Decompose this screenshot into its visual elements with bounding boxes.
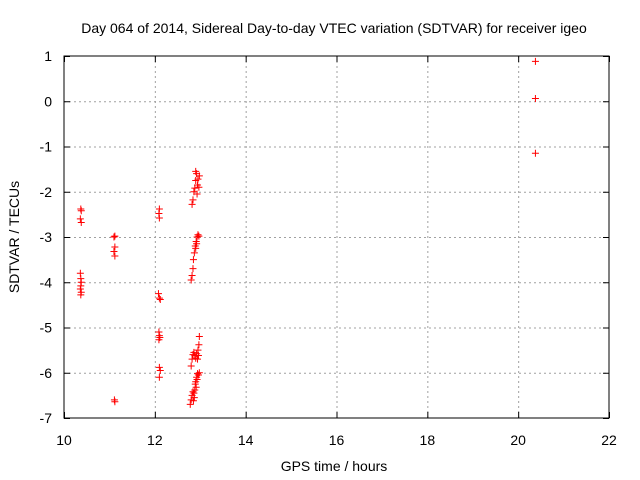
x-tick-label: 20 bbox=[510, 432, 526, 448]
y-tick-label: -6 bbox=[40, 365, 53, 381]
data-point bbox=[195, 369, 203, 377]
data-point bbox=[76, 215, 84, 223]
data-point bbox=[111, 398, 119, 406]
data-point bbox=[77, 291, 85, 299]
data-point bbox=[155, 336, 163, 344]
data-point bbox=[194, 231, 202, 239]
data-point bbox=[187, 362, 195, 370]
y-tick-label: -7 bbox=[40, 410, 53, 426]
data-point bbox=[193, 376, 201, 384]
x-axis-title: GPS time / hours bbox=[281, 458, 388, 474]
x-tick-label: 12 bbox=[147, 432, 163, 448]
x-tick-label: 18 bbox=[420, 432, 436, 448]
data-point bbox=[186, 400, 194, 408]
data-points bbox=[76, 57, 539, 408]
data-point bbox=[189, 397, 197, 405]
y-tick-label: -5 bbox=[40, 320, 53, 336]
data-point bbox=[189, 388, 197, 396]
y-tick-label: -2 bbox=[40, 184, 53, 200]
data-point bbox=[189, 265, 197, 273]
y-tick-label: 1 bbox=[44, 48, 52, 64]
data-point bbox=[189, 256, 197, 264]
y-axis-title: SDTVAR / TECUs bbox=[6, 181, 22, 293]
data-point bbox=[193, 190, 201, 198]
x-tick-label: 10 bbox=[56, 432, 72, 448]
y-tick-labels: 1 0 -1 -2 -3 -4 -5 -6 -7 bbox=[40, 48, 53, 426]
data-point bbox=[77, 207, 85, 215]
x-tick-labels: 10 12 14 16 18 20 22 bbox=[56, 432, 617, 448]
data-point bbox=[194, 355, 202, 363]
data-point bbox=[190, 249, 198, 257]
y-tick-label: -3 bbox=[40, 229, 53, 245]
data-point bbox=[156, 295, 164, 303]
data-point bbox=[111, 243, 119, 251]
grid bbox=[64, 56, 609, 418]
data-point bbox=[194, 370, 202, 378]
data-point bbox=[192, 167, 200, 175]
data-point bbox=[155, 214, 163, 222]
x-tick-label: 22 bbox=[601, 432, 617, 448]
data-point bbox=[195, 232, 203, 240]
data-point bbox=[193, 350, 201, 358]
data-point bbox=[189, 196, 197, 204]
data-point bbox=[111, 252, 119, 260]
x-tick-label: 16 bbox=[329, 432, 345, 448]
y-tick-label: 0 bbox=[44, 93, 52, 109]
data-point bbox=[110, 247, 118, 255]
y-tick-label: -4 bbox=[40, 274, 53, 290]
data-point bbox=[531, 57, 539, 65]
data-point bbox=[192, 244, 200, 252]
data-point bbox=[195, 341, 203, 349]
data-point bbox=[194, 175, 202, 183]
data-point bbox=[195, 333, 203, 341]
data-point bbox=[192, 383, 200, 391]
data-point bbox=[194, 346, 202, 354]
data-point bbox=[76, 285, 84, 293]
data-point bbox=[155, 294, 163, 302]
data-point bbox=[190, 394, 198, 402]
data-point bbox=[195, 172, 203, 180]
data-point bbox=[188, 200, 196, 208]
y-tick-label: -1 bbox=[40, 139, 53, 155]
data-point bbox=[77, 219, 85, 227]
data-point bbox=[194, 181, 202, 189]
data-point bbox=[111, 232, 119, 240]
data-point bbox=[188, 271, 196, 279]
data-point bbox=[531, 149, 539, 157]
data-point bbox=[154, 290, 162, 298]
data-point bbox=[531, 95, 539, 103]
chart-title: Day 064 of 2014, Sidereal Day-to-day VTE… bbox=[81, 20, 587, 36]
data-point bbox=[187, 276, 195, 284]
data-point bbox=[110, 233, 118, 241]
data-point bbox=[191, 380, 199, 388]
x-tick-label: 14 bbox=[238, 432, 254, 448]
axis-ticks bbox=[64, 56, 610, 419]
data-point bbox=[156, 366, 164, 374]
data-point bbox=[155, 363, 163, 371]
data-point bbox=[193, 240, 201, 248]
data-point bbox=[155, 373, 163, 381]
